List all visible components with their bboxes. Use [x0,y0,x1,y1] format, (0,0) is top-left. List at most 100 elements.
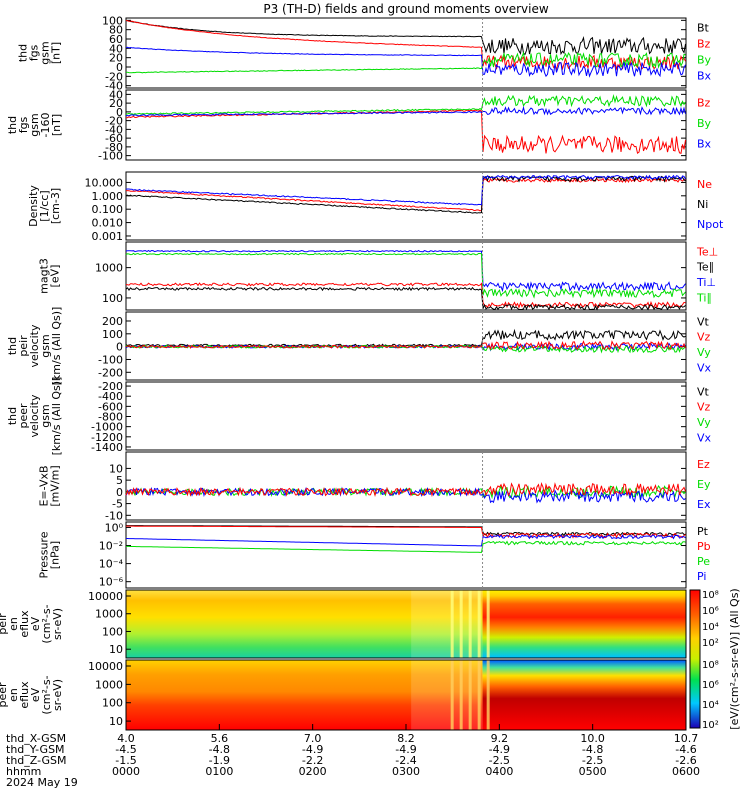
spectrogram-stripe [450,660,454,730]
panel-frame [125,241,687,311]
x-axis-value: 0400 [485,765,513,778]
y-axis-label-line: [nT] [50,114,63,136]
legend-entry: Ne [697,178,712,191]
spectrogram-stripe [477,590,481,658]
x-axis-value: 7.0 [304,732,322,745]
y-tick-label: 60 [109,33,123,46]
series-bx [125,46,686,78]
colorbar-tick-label: 10⁴ [702,700,719,711]
x-axis-value: -2.2 [302,754,323,767]
series-ti-perp [125,249,686,293]
y-axis-label-line: [nPa] [49,541,62,569]
colorbar-tick-label: 10⁸ [702,660,719,671]
y-tick-label: 5 [116,474,123,487]
y-tick-label: -600 [98,400,123,413]
x-axis-value: -2.4 [395,754,416,767]
y-tick-label: 10 [109,643,123,656]
y-tick-label: 0.001 [92,230,124,243]
spectrogram-stripe [468,590,472,658]
y-axis-label: magt3[eV] [38,258,62,294]
panel-frame [125,381,687,451]
y-axis-label: thdfgsgsm-160[nT] [6,113,63,138]
y-axis-label-line: thd [17,44,30,62]
x-axis-value: -4.9 [395,743,416,756]
x-axis-value: 0500 [579,765,607,778]
spectrogram-magnetosheath [482,660,686,730]
y-axis-label-line: [eV] [49,265,62,288]
x-axis-value: -4.5 [115,743,136,756]
y-tick-label: -800 [98,411,123,424]
y-axis-label-line: peer [0,682,9,708]
legend-entry: Te∥ [696,261,714,274]
x-axis-row-label: thd_X-GSM [6,732,66,745]
y-tick-label: 10000 [88,660,123,673]
y-tick-label: 10.000 [85,176,124,189]
colorbar-tick-label: 10² [702,720,719,731]
colorbar-tick-label: 10² [702,638,719,649]
y-axis-label-line: peir [0,613,9,635]
y-axis-label-line: eflux [18,681,31,709]
x-axis-value: -2.5 [489,754,510,767]
y-tick-label: 200 [102,315,123,328]
spectrogram-stripe [468,660,472,730]
y-tick-label: 10⁻² [99,540,123,553]
legend-entry: Vt [697,385,710,398]
y-axis-label-line: gsm [39,334,52,357]
y-tick-label: -100 [98,150,123,163]
x-axis-value: 10.7 [674,732,699,745]
series-npot [125,174,686,206]
legend-entry: Bz [697,96,711,109]
y-axis-label-line: Pressure [38,531,51,578]
y-tick-label: -40 [105,123,123,136]
y-axis-label-line: gsm [28,113,41,136]
y-tick-label: 100 [102,14,123,27]
x-axis-value: 0200 [299,765,327,778]
x-axis-value: -4.8 [582,743,603,756]
series-bz [125,109,686,155]
y-tick-label: 100 [102,328,123,341]
legend-entry: Ni [697,198,708,211]
y-axis-label-line: velocity [28,324,41,367]
panel-frame [125,171,687,241]
spectrogram-stripe [450,590,454,658]
legend-entry: Ti⊥ [696,276,716,289]
spectrogram-boundary-layer [410,660,483,730]
y-tick-label: 20 [109,97,123,110]
y-tick-label: -60 [105,132,123,145]
y-tick-label: 0 [116,61,123,74]
series-ez [125,482,686,498]
legend-entry: Vy [697,346,711,359]
x-axis-value: -4.6 [675,743,696,756]
y-tick-label: 80 [109,24,123,37]
y-axis-label-line: [km/s (All Qs)] [50,377,63,456]
x-axis-value: 9.2 [491,732,509,745]
y-tick-label: 10⁻⁴ [99,558,124,571]
y-tick-label: -5 [112,498,123,511]
panel-frame [125,17,687,89]
y-axis-label: thdfgsgsm[nT] [17,41,63,64]
y-axis-label-line: thd [6,407,19,425]
y-tick-label: 20 [109,52,123,65]
y-tick-label: 0.100 [92,203,124,216]
y-tick-label: 100 [102,292,123,305]
y-tick-label: 1000 [95,608,123,621]
y-tick-label: 10 [109,715,123,728]
y-axis-label-line: fgs [28,44,41,61]
y-axis-label-line: magt3 [38,258,51,294]
y-tick-label: -80 [105,141,123,154]
y-tick-label: 40 [109,42,123,55]
x-axis-value: 0000 [112,765,140,778]
y-tick-label: -1400 [91,441,123,454]
legend-entry: Bz [697,37,711,50]
y-axis-label-line: en [7,617,20,631]
x-axis-value: 4.0 [117,732,135,745]
series-ti-par [125,252,686,299]
spectrogram-stripe [459,660,463,730]
x-axis-value: -1.9 [209,754,230,767]
y-axis-label: Density[1/cc][cm-3] [27,185,62,227]
y-tick-label: -200 [98,380,123,393]
y-axis-label-line: [cm-3] [49,188,62,224]
series-te-par [125,286,686,311]
y-axis-label-line: eflux [18,610,31,638]
